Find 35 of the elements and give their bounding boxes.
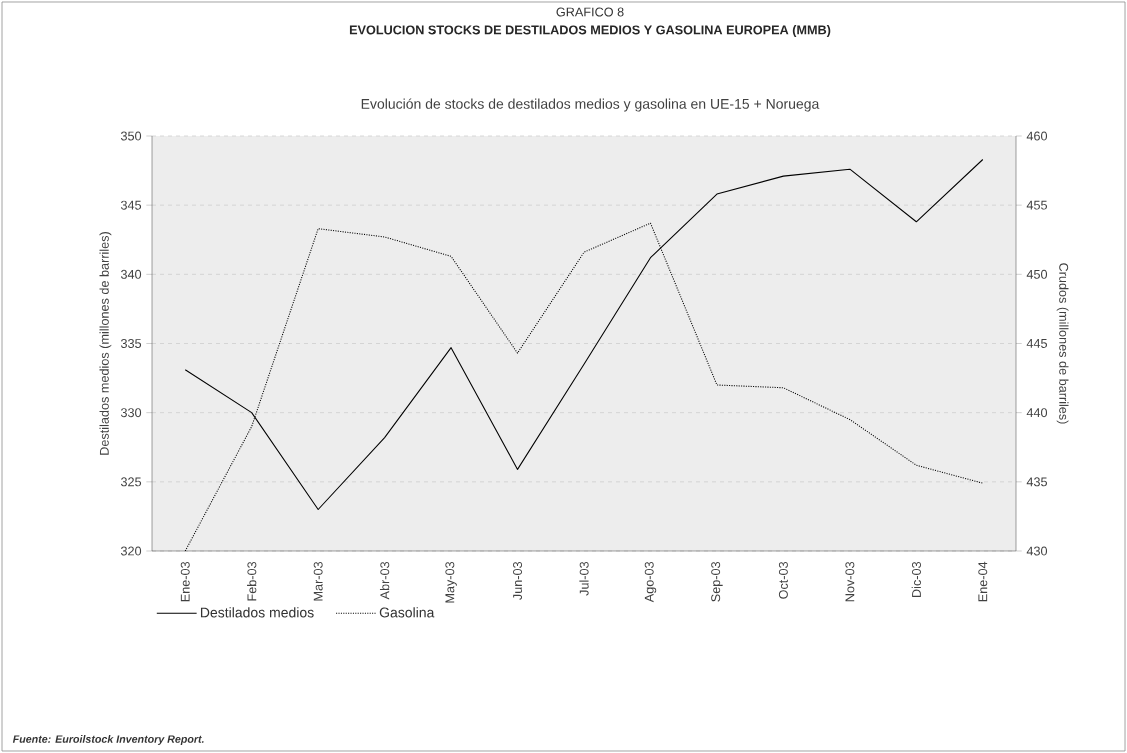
x-tick-label: Dic-03	[911, 561, 921, 597]
y2-tick-label: 455	[1026, 200, 1048, 210]
legend-label: Destilados medios	[200, 607, 314, 618]
x-tick-label: Ago-03	[644, 561, 657, 603]
x-tick-label: Ene-03	[180, 561, 190, 602]
y-axis-title: Destilados medios (millones de barriles)	[99, 232, 112, 455]
y-tick-label: 330	[120, 408, 142, 418]
y2-tick-label: 460	[1026, 131, 1048, 141]
text: Fuente: Euroilstock Inventory Report.	[12, 735, 204, 745]
x-tick-label: Feb-03	[247, 561, 257, 601]
y-tick-label: 335	[120, 339, 142, 348]
text: Evolución de stocks de destilados medios y gasolina en UE-15 + Noruega	[361, 98, 820, 112]
y2-tick-label: 430	[1026, 546, 1048, 556]
x-tick-label: Jun-03	[513, 561, 523, 600]
x-tick-label: Sep-03	[711, 561, 723, 602]
y-tick-label: 325	[120, 477, 142, 487]
x-tick-label: Nov-03	[845, 561, 855, 602]
y-tick-label: 350	[120, 131, 142, 141]
x-tick-label: May-03	[445, 561, 457, 603]
x-tick-label: Ene-04	[978, 561, 988, 602]
y2-tick-label: 440	[1026, 408, 1048, 418]
x-tick-label: Abr-03	[379, 561, 390, 600]
y-tick-label: 345	[120, 200, 142, 210]
y2-tick-label: 445	[1026, 339, 1048, 348]
legend-label: Gasolina	[379, 607, 435, 618]
y-tick-label: 320	[120, 546, 142, 556]
y2-tick-label: 435	[1026, 477, 1048, 487]
y2-tick-label: 450	[1026, 269, 1048, 279]
chart-subtitle: EVOLUCION STOCKS DE DESTILADOS MEDIOS Y GASOLINA EUROPEA (MMB)	[349, 25, 831, 37]
y-tick-label: 340	[120, 269, 142, 279]
chart-title: GRAFICO 8	[556, 7, 624, 17]
x-tick-label: Mar-03	[313, 561, 323, 601]
x-tick-label: Oct-03	[778, 561, 788, 599]
x-tick-label: Jul-03	[579, 561, 589, 596]
y2-axis-title: Crudos (millones de barriles)	[1056, 263, 1069, 424]
